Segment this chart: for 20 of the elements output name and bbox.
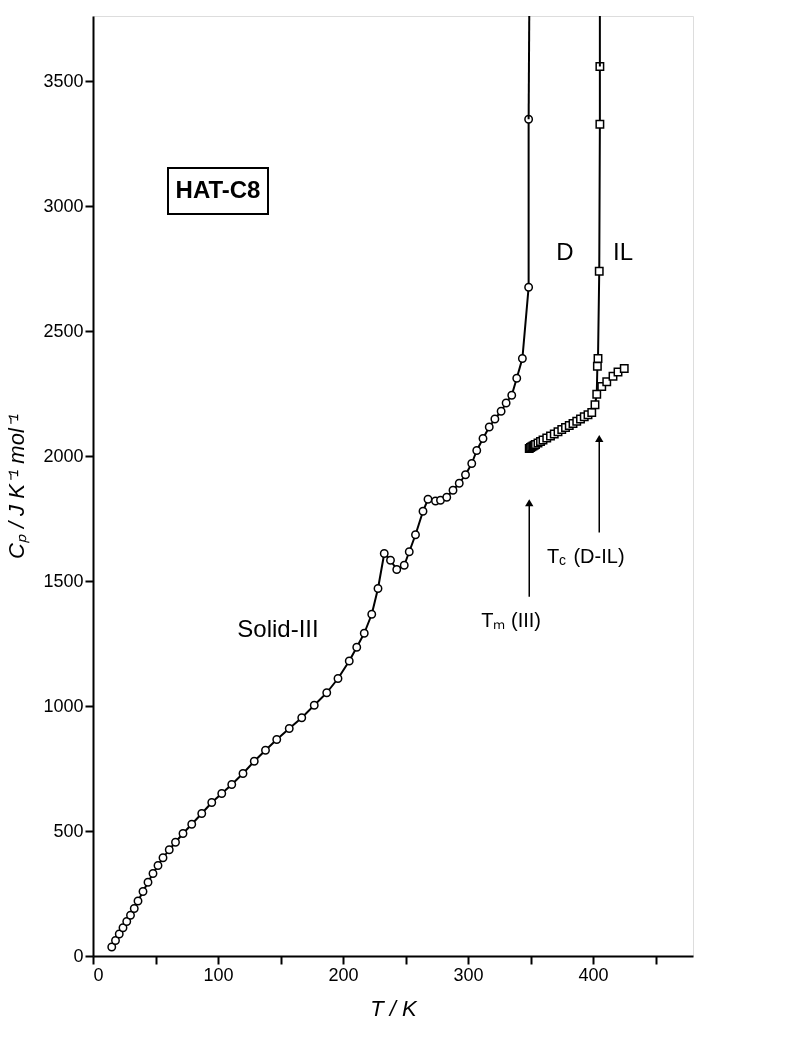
annotation: IL [612, 238, 634, 265]
y-tick-label: 1500 [43, 570, 84, 591]
y-tick-label: 3000 [43, 195, 84, 216]
y-axis-title: Cₚ / J K⁻¹ mol⁻¹ [4, 413, 31, 560]
annotation: D [556, 238, 574, 265]
x-tick-label: 100 [203, 964, 234, 985]
x-tick-label: 300 [453, 964, 484, 985]
y-tick-label: 1000 [43, 695, 84, 716]
x-tick-label: 400 [578, 964, 609, 985]
x-tick-label: 200 [328, 964, 359, 985]
annotation: HAT-C8 [175, 176, 261, 203]
y-tick-label: 2000 [43, 445, 84, 466]
y-tick-label: 500 [53, 820, 84, 841]
y-tick-label: 0 [73, 945, 84, 966]
x-axis-title: T / K [370, 995, 419, 1021]
annotation: Solid-III [237, 615, 319, 642]
annotation: Tₘ (III) [481, 608, 542, 631]
y-tick-label: 3500 [43, 70, 84, 91]
y-tick-label: 2500 [43, 320, 84, 341]
x-tick-label: 0 [93, 964, 104, 985]
